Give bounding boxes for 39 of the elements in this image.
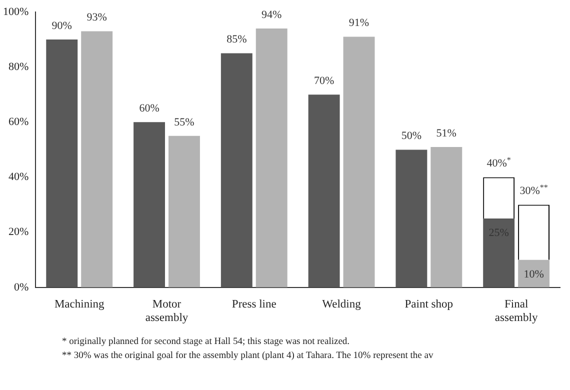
data-label: 91% xyxy=(348,17,370,30)
x-tick-label: Machining xyxy=(54,298,105,310)
y-tick-label: 100% xyxy=(2,6,29,18)
bar xyxy=(256,28,288,288)
bar xyxy=(518,260,550,288)
bar xyxy=(134,122,165,288)
text: * originally planned for second stage at Hall 54; this stage was not realized. xyxy=(62,336,351,349)
bar xyxy=(168,136,200,288)
y-tick-label: 20% xyxy=(8,226,29,238)
data-label: 94% xyxy=(262,8,282,21)
data-label: 40%* xyxy=(486,155,511,170)
y-tick-label: 80% xyxy=(8,60,29,73)
bar xyxy=(46,40,78,288)
x-tick-label: Paint shop xyxy=(404,298,454,310)
bar xyxy=(343,36,375,288)
bar xyxy=(483,218,515,288)
x-tick-label: Press line xyxy=(232,298,276,310)
bar xyxy=(220,53,252,288)
data-label: 30%** xyxy=(520,182,548,198)
data-label: 70% xyxy=(314,75,334,88)
text: ** 30% was the original goal for the assembly plant (plant 4) at Tahara. The 10% represent the av xyxy=(62,350,434,363)
data-label: 93% xyxy=(86,12,107,24)
bar xyxy=(81,31,113,288)
bar xyxy=(396,150,428,288)
bar xyxy=(430,146,462,288)
data-label: 55% xyxy=(174,116,194,128)
data-label: 60% xyxy=(139,102,160,115)
y-tick-label: 0% xyxy=(14,281,29,294)
data-label: 85% xyxy=(226,34,247,46)
data-label: 50% xyxy=(401,130,422,142)
data-label: 10% xyxy=(524,268,544,280)
x-tick-label: Welding xyxy=(322,298,362,310)
data-label: 90% xyxy=(52,20,72,32)
y-tick-label: 60% xyxy=(8,116,29,128)
x-tick-label: Motor assembly xyxy=(145,298,188,324)
x-tick-label: Final assembly xyxy=(494,298,538,324)
bar xyxy=(308,94,340,288)
data-label: 51% xyxy=(436,127,456,140)
y-tick-label: 40% xyxy=(8,171,29,184)
